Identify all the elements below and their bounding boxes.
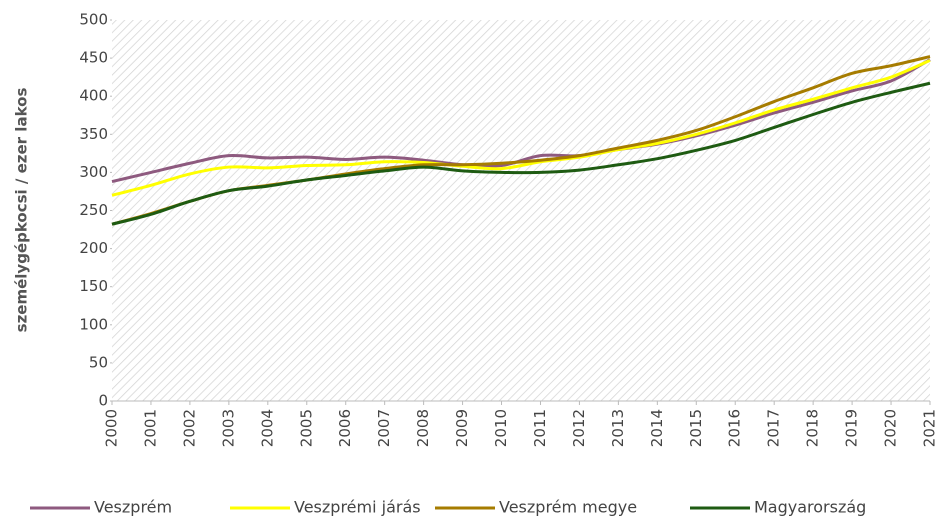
y-tick-label: 500 — [79, 11, 108, 29]
legend-label: Magyarország — [754, 498, 866, 517]
x-tick-label: 2013 — [609, 409, 627, 447]
x-tick-label: 2007 — [375, 409, 393, 447]
x-tick-label: 2001 — [141, 409, 159, 447]
y-tick-label: 150 — [79, 277, 108, 295]
legend-label: Veszprém megye — [499, 498, 637, 517]
x-tick-label: 2016 — [726, 409, 744, 447]
series-line — [111, 59, 931, 197]
y-tick-label: 300 — [79, 163, 108, 181]
x-tick-label: 2003 — [219, 409, 237, 447]
x-tick-label: 2020 — [882, 409, 900, 447]
plot-background — [112, 20, 930, 401]
y-tick-label: 250 — [79, 201, 108, 219]
y-tick-label: 350 — [79, 125, 108, 143]
x-tick-label: 2000 — [103, 409, 121, 447]
x-tick-label: 2002 — [180, 409, 198, 447]
y-tick-label: 400 — [79, 87, 108, 105]
x-tick-label: 2012 — [570, 409, 588, 447]
x-tick-label: 2021 — [921, 409, 939, 447]
x-tick-label: 2015 — [687, 409, 705, 447]
y-axis-label: személygépkocsi / ezer lakos — [13, 88, 31, 333]
y-tick-label: 200 — [79, 239, 108, 257]
x-tick-label: 2010 — [492, 409, 510, 447]
x-tick-label: 2014 — [648, 409, 666, 447]
y-tick-label: 450 — [79, 49, 108, 67]
x-tick-label: 2019 — [843, 409, 861, 447]
y-tick-label: 50 — [89, 353, 108, 371]
x-tick-label: 2011 — [531, 409, 549, 447]
x-tick-label: 2005 — [297, 409, 315, 447]
x-tick-label: 2004 — [258, 409, 276, 447]
y-tick-label: 100 — [79, 315, 108, 333]
x-tick-label: 2009 — [453, 409, 471, 447]
legend-label: Veszprém — [94, 498, 172, 517]
x-tick-label: 2018 — [804, 409, 822, 447]
x-tick-label: 2008 — [414, 409, 432, 447]
x-tick-label: 2006 — [336, 409, 354, 447]
x-tick-label: 2017 — [765, 409, 783, 447]
y-tick-label: 0 — [98, 392, 108, 410]
series-line — [111, 81, 931, 226]
legend-label: Veszprémi járás — [294, 498, 421, 517]
